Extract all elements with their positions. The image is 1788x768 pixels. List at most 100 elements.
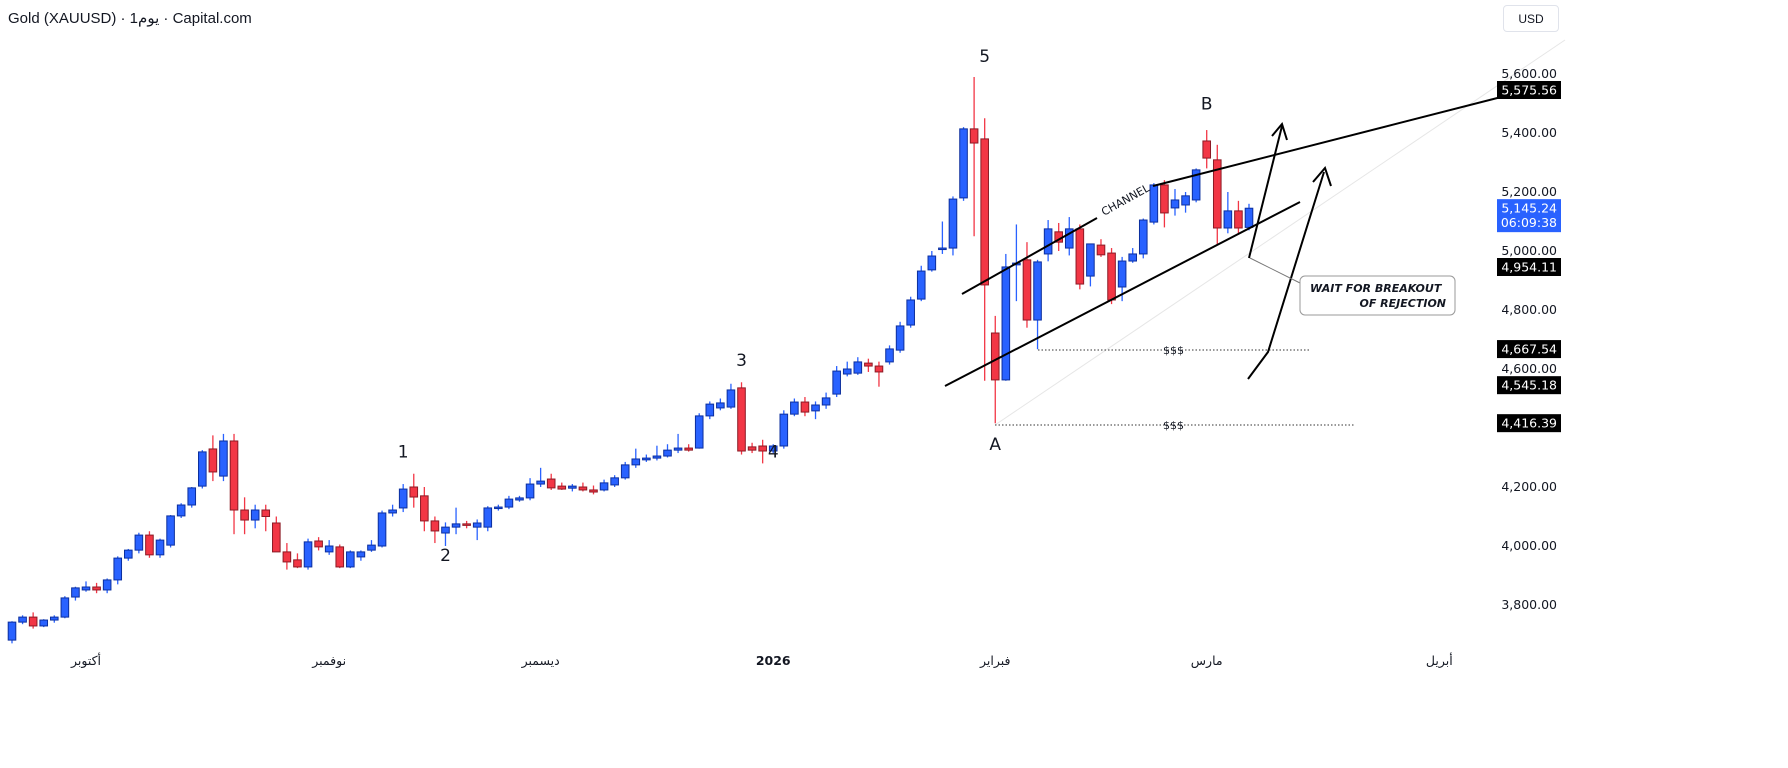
candle[interactable]: [663, 444, 672, 458]
candle[interactable]: [1170, 189, 1180, 216]
currency-button[interactable]: USD: [1503, 5, 1559, 32]
candle[interactable]: [684, 444, 693, 452]
candle[interactable]: [1064, 217, 1074, 256]
candle[interactable]: [208, 435, 218, 482]
candle[interactable]: [102, 578, 112, 594]
candle[interactable]: [409, 473, 419, 508]
candle[interactable]: [652, 445, 662, 461]
candle[interactable]: [747, 442, 757, 454]
candle[interactable]: [631, 448, 641, 468]
candle[interactable]: [1160, 180, 1169, 228]
candle[interactable]: [938, 221, 947, 254]
candle[interactable]: [832, 366, 841, 398]
candle[interactable]: [1128, 248, 1138, 263]
candle[interactable]: [187, 487, 197, 508]
candle[interactable]: [155, 538, 165, 558]
candle[interactable]: [673, 433, 683, 454]
candle[interactable]: [166, 515, 175, 548]
candle[interactable]: [1033, 259, 1042, 350]
candle[interactable]: [726, 383, 736, 409]
candle[interactable]: [145, 531, 154, 558]
candle[interactable]: [599, 479, 609, 492]
candle[interactable]: [980, 118, 989, 381]
candle[interactable]: [60, 596, 70, 619]
candle[interactable]: [388, 504, 397, 517]
candle[interactable]: [1086, 243, 1095, 287]
candle[interactable]: [610, 475, 619, 487]
candle[interactable]: [927, 251, 937, 272]
candle[interactable]: [1075, 224, 1085, 290]
candle[interactable]: [81, 581, 91, 592]
candle[interactable]: [314, 537, 323, 551]
candle[interactable]: [441, 522, 450, 546]
candle[interactable]: [49, 615, 59, 623]
candle[interactable]: [737, 382, 746, 455]
channel-upper-line[interactable]: [961, 217, 1098, 295]
breakout-arrow-up[interactable]: [1248, 121, 1288, 259]
candle[interactable]: [494, 504, 503, 511]
candle[interactable]: [546, 473, 556, 490]
candle[interactable]: [800, 397, 810, 417]
candle[interactable]: [504, 495, 514, 510]
candle[interactable]: [483, 506, 493, 532]
candle[interactable]: [1181, 192, 1190, 213]
candle[interactable]: [568, 484, 577, 492]
channel-upper-line-2[interactable]: [1152, 81, 1561, 187]
candle[interactable]: [821, 392, 831, 409]
candle[interactable]: [113, 556, 123, 585]
candle[interactable]: [282, 543, 292, 570]
candle[interactable]: [716, 398, 725, 411]
channel-lower-line[interactable]: [944, 201, 1301, 387]
candle[interactable]: [1223, 192, 1233, 234]
candle[interactable]: [578, 482, 588, 492]
candle[interactable]: [1001, 253, 1011, 381]
candle[interactable]: [430, 516, 440, 544]
candle[interactable]: [842, 361, 852, 377]
callout-box[interactable]: [1299, 275, 1456, 316]
candle[interactable]: [1234, 200, 1243, 234]
candle[interactable]: [885, 345, 894, 365]
candle[interactable]: [515, 495, 524, 502]
candle[interactable]: [472, 519, 482, 541]
candle[interactable]: [229, 433, 239, 535]
candle[interactable]: [250, 504, 260, 529]
candle[interactable]: [335, 544, 345, 569]
candle[interactable]: [398, 484, 408, 513]
rejection-arrow[interactable]: [1247, 166, 1332, 380]
candle[interactable]: [694, 413, 704, 449]
candle[interactable]: [990, 315, 1000, 424]
candle[interactable]: [1202, 130, 1212, 169]
candle[interactable]: [864, 358, 873, 372]
candle[interactable]: [272, 516, 281, 553]
candle[interactable]: [811, 401, 820, 420]
candle[interactable]: [525, 478, 535, 501]
candle[interactable]: [779, 410, 789, 449]
candle[interactable]: [1138, 218, 1148, 259]
candle[interactable]: [356, 550, 366, 561]
candle[interactable]: [7, 621, 17, 644]
candle[interactable]: [134, 532, 144, 554]
candle[interactable]: [1212, 144, 1222, 246]
candle[interactable]: [92, 582, 101, 594]
candle[interactable]: [790, 398, 799, 417]
candle[interactable]: [536, 467, 545, 487]
candle[interactable]: [123, 548, 133, 561]
candle[interactable]: [462, 520, 471, 529]
candle[interactable]: [240, 497, 249, 535]
candle[interactable]: [874, 361, 884, 387]
candle[interactable]: [948, 196, 958, 256]
candle[interactable]: [959, 127, 968, 201]
candle[interactable]: [1107, 248, 1116, 305]
candle[interactable]: [293, 553, 302, 569]
candle[interactable]: [303, 538, 313, 570]
candle[interactable]: [620, 461, 630, 480]
candle[interactable]: [906, 296, 915, 328]
candle[interactable]: [39, 619, 49, 628]
candle[interactable]: [367, 540, 376, 552]
candle[interactable]: [219, 433, 228, 482]
candle[interactable]: [198, 450, 207, 489]
candle[interactable]: [895, 321, 905, 353]
candle[interactable]: [18, 615, 27, 625]
candle[interactable]: [451, 507, 461, 535]
